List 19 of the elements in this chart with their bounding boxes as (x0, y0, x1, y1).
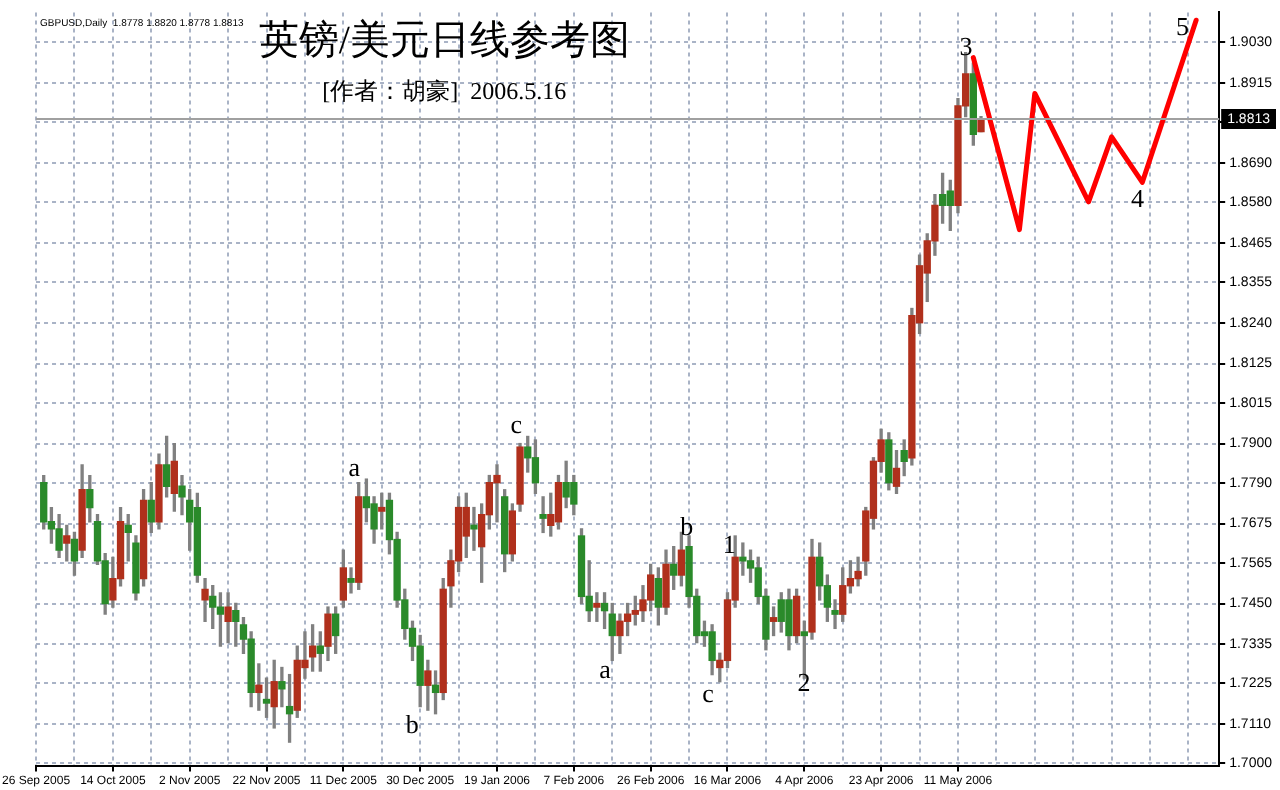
annotation: b (680, 511, 694, 542)
candlestick (347, 567, 355, 594)
annotation: c (510, 408, 523, 439)
annotation: 1 (722, 529, 736, 560)
annotation: 3 (959, 30, 973, 61)
chart-title: 英镑/美元日线参考图 (258, 16, 630, 63)
annotation: 4 (1131, 182, 1146, 213)
candlestick (470, 506, 478, 551)
annotation: 2 (797, 667, 811, 698)
annotation: a (599, 653, 612, 684)
annotation: b (405, 709, 419, 740)
text: [作者：胡豪] 2006.5.16 (322, 76, 567, 105)
annotation: c (702, 677, 715, 708)
candlestick (739, 542, 747, 576)
candlestick (593, 592, 601, 622)
candlestick (493, 464, 501, 523)
candlestick (539, 496, 547, 534)
annotation: a (348, 451, 361, 482)
annotation: 5 (1176, 11, 1189, 42)
